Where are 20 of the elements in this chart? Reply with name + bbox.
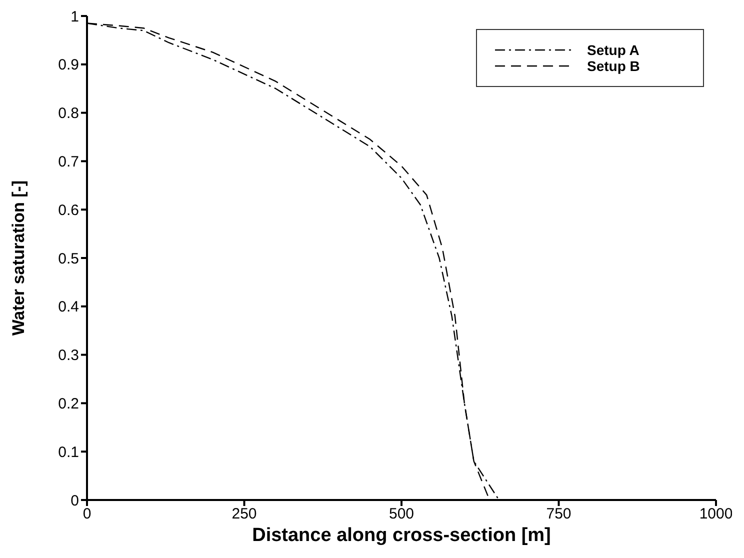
y-axis-title: Water saturation [-] (9, 180, 28, 336)
y-tick-label: 0.7 (58, 154, 79, 171)
x-axis-title: Distance along cross-section [m] (252, 525, 551, 546)
text: Setup A (587, 42, 640, 58)
y-tick-label: 0.9 (58, 56, 79, 74)
y-tick-label: 0.2 (58, 396, 79, 413)
y-tick-label: 0.3 (58, 347, 79, 364)
y-tick-label: 0.6 (58, 202, 79, 219)
y-tick-label: 1 (70, 8, 79, 26)
x-tick-label: 0 (82, 506, 92, 523)
y-tick-label: 0.1 (58, 444, 79, 461)
y-tick-label: 0.5 (58, 250, 79, 268)
y-tick-label: 0.8 (58, 105, 79, 122)
x-tick-label: 1000 (699, 506, 733, 523)
x-tick-label: 500 (388, 506, 414, 523)
x-tick-label: 250 (232, 506, 257, 523)
text: Setup B (587, 58, 640, 74)
x-tick-label: 750 (546, 506, 572, 523)
y-tick-label: 0.4 (58, 298, 79, 316)
y-tick-label: 0 (70, 492, 79, 510)
